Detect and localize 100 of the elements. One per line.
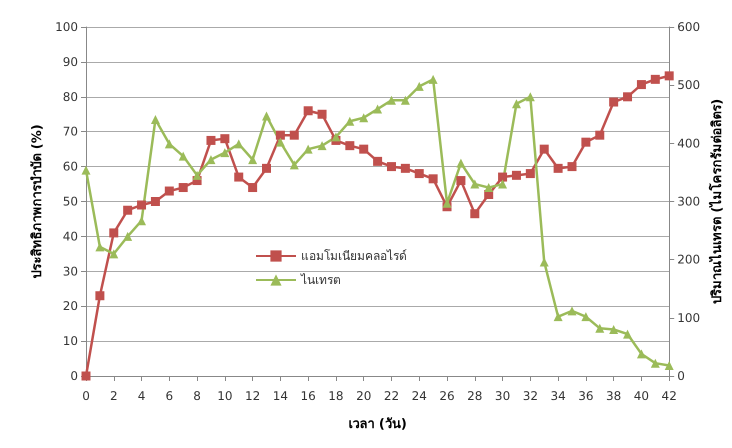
point bbox=[623, 92, 632, 102]
x-tick-label: 4 bbox=[138, 389, 146, 403]
point bbox=[664, 71, 674, 80]
point bbox=[359, 144, 368, 154]
x-tick-label: 10 bbox=[217, 389, 232, 403]
legend-label: แอมโมเนียมคลอไรด์ bbox=[301, 249, 407, 263]
x-tick-label: 30 bbox=[494, 389, 510, 403]
point bbox=[470, 180, 480, 189]
point bbox=[650, 358, 660, 368]
point bbox=[95, 291, 104, 300]
point bbox=[498, 180, 508, 189]
x-tick-label: 16 bbox=[300, 389, 316, 403]
point bbox=[567, 306, 576, 316]
point bbox=[581, 138, 590, 147]
y-tick-label: 80 bbox=[62, 90, 78, 104]
point bbox=[636, 80, 646, 90]
x-tick-label: 38 bbox=[606, 389, 622, 403]
point bbox=[554, 164, 563, 173]
point bbox=[428, 74, 438, 84]
x-tick-label: 24 bbox=[412, 389, 427, 403]
point bbox=[262, 164, 272, 173]
y-tick-label: 30 bbox=[62, 264, 78, 278]
point bbox=[178, 152, 188, 161]
point bbox=[248, 183, 258, 192]
point bbox=[664, 361, 674, 370]
y-tick-label: 90 bbox=[62, 54, 78, 69]
point bbox=[512, 170, 521, 180]
point bbox=[304, 106, 313, 116]
point bbox=[373, 156, 382, 166]
x-axis-title: เวลา (วัน) bbox=[348, 417, 407, 432]
y2-tick-label: 600 bbox=[677, 20, 700, 34]
x-tick-label: 32 bbox=[522, 389, 538, 403]
point bbox=[595, 324, 604, 333]
point bbox=[109, 228, 118, 238]
point bbox=[498, 172, 508, 182]
x-tick-label: 6 bbox=[165, 389, 174, 403]
point bbox=[609, 98, 618, 107]
point bbox=[123, 232, 132, 241]
point bbox=[470, 209, 480, 218]
y-axis-title: ประสิทธิภาพการบำบัด (%) bbox=[29, 124, 46, 279]
y2-tick-label: 400 bbox=[677, 136, 700, 150]
point bbox=[276, 130, 285, 140]
point bbox=[650, 74, 660, 84]
legend-label: ไนเทรต bbox=[300, 273, 341, 287]
point bbox=[290, 160, 299, 170]
point bbox=[526, 92, 535, 102]
point bbox=[164, 186, 174, 196]
y-tick-label: 20 bbox=[62, 299, 78, 314]
point bbox=[150, 114, 160, 124]
x-tick-label: 14 bbox=[272, 389, 288, 403]
y2-tick-label: 0 bbox=[677, 369, 685, 383]
point bbox=[109, 249, 118, 258]
point bbox=[220, 148, 230, 158]
x-tick-label: 40 bbox=[634, 389, 650, 403]
point bbox=[526, 169, 535, 178]
point bbox=[386, 162, 396, 172]
point bbox=[428, 174, 438, 184]
point bbox=[609, 324, 618, 334]
point bbox=[636, 349, 646, 358]
point bbox=[234, 139, 244, 148]
x-tick-label: 26 bbox=[439, 389, 455, 403]
y2-tick-label: 200 bbox=[677, 252, 700, 267]
point bbox=[623, 330, 632, 339]
point bbox=[595, 130, 604, 140]
point bbox=[345, 141, 354, 150]
y-tick-label: 60 bbox=[62, 160, 78, 174]
y-tick-label: 70 bbox=[62, 124, 78, 139]
x-tick-label: 36 bbox=[578, 389, 594, 403]
point bbox=[178, 183, 188, 192]
x-tick-label: 18 bbox=[328, 389, 344, 403]
point bbox=[581, 312, 590, 322]
x-tick-label: 0 bbox=[82, 389, 90, 403]
point bbox=[150, 197, 160, 206]
x-tick-label: 42 bbox=[662, 389, 677, 403]
point bbox=[206, 136, 216, 145]
y2-tick-label: 500 bbox=[677, 78, 700, 92]
point bbox=[456, 176, 466, 186]
point bbox=[137, 200, 146, 210]
y-tick-label: 100 bbox=[55, 20, 78, 34]
point bbox=[554, 312, 563, 322]
point bbox=[373, 104, 382, 114]
point bbox=[414, 169, 424, 178]
y-tick-label: 0 bbox=[70, 369, 78, 383]
point bbox=[262, 111, 272, 120]
point bbox=[359, 113, 368, 122]
point bbox=[290, 130, 299, 140]
point bbox=[386, 96, 396, 105]
point bbox=[304, 144, 313, 154]
point bbox=[276, 138, 285, 147]
y2-axis-title: ปริมาณไนเทรต (ไมโครกรัมต่อลิตร) bbox=[708, 98, 725, 304]
point bbox=[400, 96, 410, 105]
point bbox=[220, 134, 230, 144]
x-tick-label: 20 bbox=[356, 389, 372, 403]
x-tick-label: 34 bbox=[550, 389, 566, 403]
point bbox=[82, 166, 90, 175]
point bbox=[318, 110, 327, 119]
x-tick-label: 8 bbox=[193, 389, 201, 403]
point bbox=[456, 158, 466, 168]
point bbox=[331, 132, 340, 142]
point bbox=[540, 144, 549, 154]
